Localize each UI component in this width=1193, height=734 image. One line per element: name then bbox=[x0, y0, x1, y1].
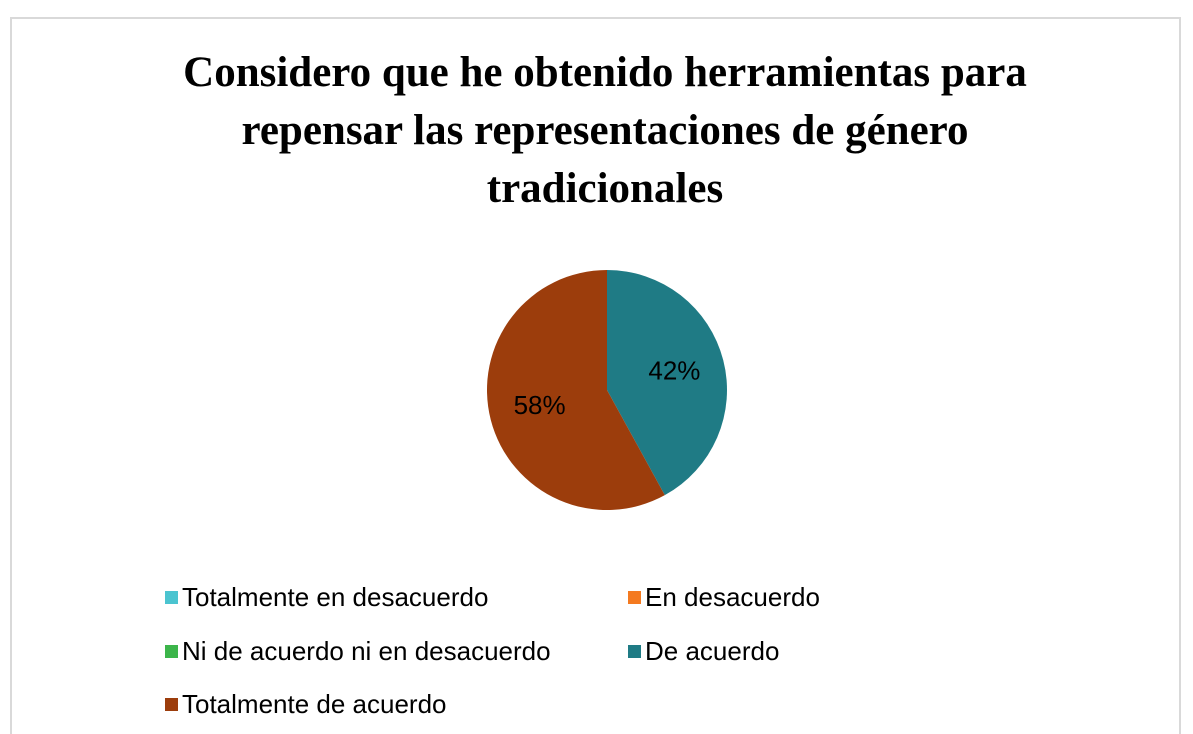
legend-label: En desacuerdo bbox=[645, 582, 820, 612]
legend-label: De acuerdo bbox=[645, 636, 779, 666]
data-label: 58% bbox=[514, 390, 566, 420]
chart-frame bbox=[10, 17, 1181, 734]
legend-label: Ni de acuerdo ni en desacuerdo bbox=[182, 636, 551, 666]
pie-slice bbox=[487, 270, 665, 510]
chart-title: Considero que he obtenido herramientas p… bbox=[183, 49, 1027, 212]
legend-swatch bbox=[165, 698, 178, 711]
data-label: 42% bbox=[648, 356, 700, 386]
legend-label: Totalmente de acuerdo bbox=[182, 689, 447, 719]
pie-slice bbox=[607, 270, 728, 496]
legend-swatch bbox=[165, 591, 178, 604]
legend-swatch bbox=[165, 645, 178, 658]
legend-label: Totalmente en desacuerdo bbox=[182, 582, 488, 612]
legend-swatch bbox=[628, 591, 641, 604]
legend-swatch bbox=[628, 645, 641, 658]
